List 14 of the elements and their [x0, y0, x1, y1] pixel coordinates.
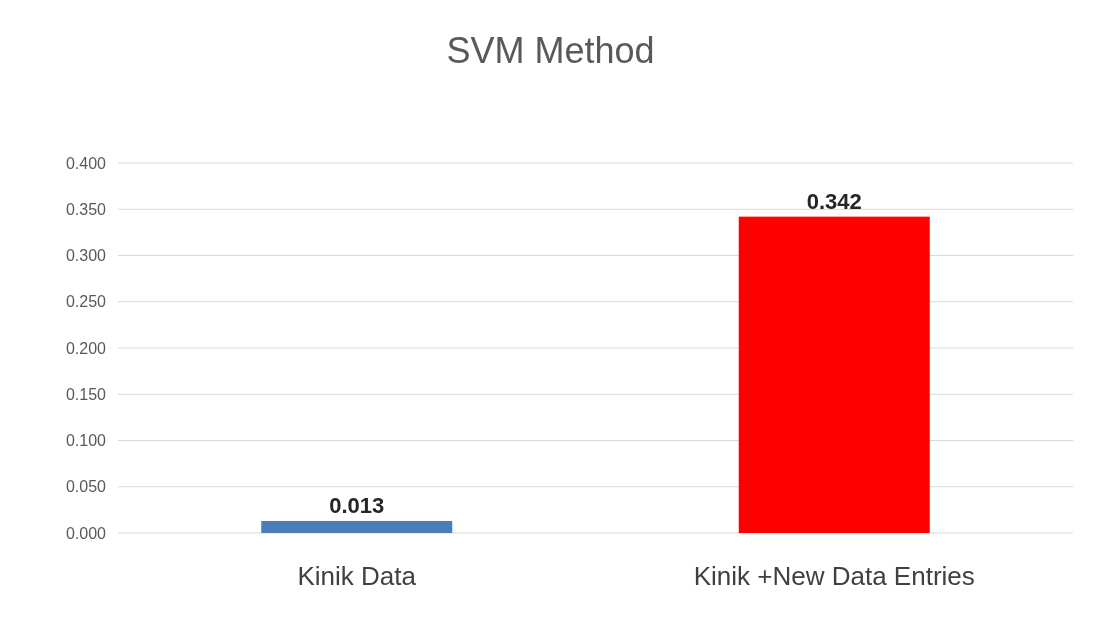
y-tick-label: 0.200 — [65, 339, 107, 357]
y-tick-label: 0.000 — [65, 524, 107, 542]
y-tick-label: 0.100 — [65, 432, 107, 450]
chart-title: SVM Method — [446, 30, 655, 71]
data-label: 0.342 — [806, 188, 862, 214]
y-tick-label: 0.050 — [65, 478, 107, 496]
y-tick-label: 0.150 — [65, 385, 107, 403]
data-label: 0.013 — [329, 492, 385, 518]
y-tick-label: 0.350 — [65, 200, 107, 218]
y-tick-label: 0.400 — [65, 154, 107, 172]
x-tick-label: Kinik +New Data Entries — [693, 561, 975, 591]
y-tick-label: 0.300 — [65, 247, 107, 265]
y-tick-label: 0.250 — [65, 293, 107, 311]
x-tick-label: Kinik Data — [297, 561, 417, 591]
